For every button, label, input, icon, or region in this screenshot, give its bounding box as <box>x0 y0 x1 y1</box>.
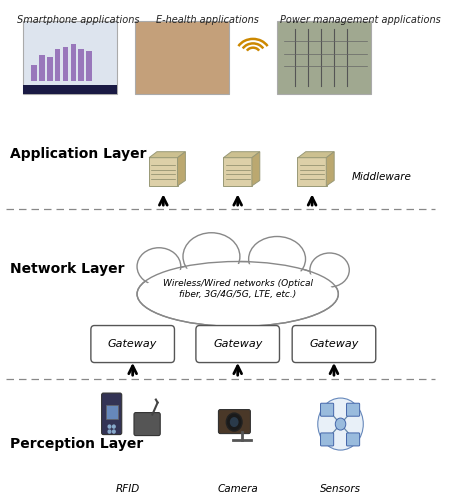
Polygon shape <box>326 152 334 186</box>
Polygon shape <box>298 152 334 158</box>
Circle shape <box>112 430 115 433</box>
Polygon shape <box>223 152 260 158</box>
Text: RFID: RFID <box>116 484 140 494</box>
FancyBboxPatch shape <box>346 403 360 416</box>
FancyBboxPatch shape <box>218 409 250 434</box>
Text: Network Layer: Network Layer <box>10 262 125 276</box>
Text: Wireless/Wired networks (Optical
fiber, 3G/4G/5G, LTE, etc.): Wireless/Wired networks (Optical fiber, … <box>163 279 313 299</box>
Ellipse shape <box>137 248 181 285</box>
Ellipse shape <box>183 233 240 280</box>
Text: Camera: Camera <box>218 484 258 494</box>
Circle shape <box>108 430 111 433</box>
FancyBboxPatch shape <box>134 412 160 436</box>
Polygon shape <box>149 152 186 158</box>
FancyBboxPatch shape <box>292 325 376 363</box>
Ellipse shape <box>310 253 349 287</box>
Text: Smartphone applications: Smartphone applications <box>17 16 139 25</box>
Circle shape <box>335 418 346 430</box>
FancyBboxPatch shape <box>346 433 360 446</box>
FancyBboxPatch shape <box>149 157 178 186</box>
Circle shape <box>230 417 239 427</box>
FancyBboxPatch shape <box>320 433 334 446</box>
Text: Application Layer: Application Layer <box>10 147 147 161</box>
FancyBboxPatch shape <box>196 325 280 363</box>
Circle shape <box>318 398 363 450</box>
FancyBboxPatch shape <box>106 405 118 419</box>
FancyBboxPatch shape <box>55 49 60 81</box>
FancyBboxPatch shape <box>86 51 92 81</box>
FancyBboxPatch shape <box>277 22 371 94</box>
FancyBboxPatch shape <box>63 47 69 81</box>
FancyBboxPatch shape <box>320 403 334 416</box>
Text: Gateway: Gateway <box>108 339 157 349</box>
FancyBboxPatch shape <box>91 325 175 363</box>
FancyBboxPatch shape <box>47 57 53 81</box>
FancyBboxPatch shape <box>79 49 84 81</box>
FancyBboxPatch shape <box>23 85 117 94</box>
FancyBboxPatch shape <box>298 157 327 186</box>
Text: Gateway: Gateway <box>309 339 359 349</box>
Polygon shape <box>252 152 260 186</box>
Polygon shape <box>177 152 186 186</box>
Ellipse shape <box>137 262 338 326</box>
Text: Perception Layer: Perception Layer <box>10 437 143 451</box>
FancyBboxPatch shape <box>39 55 45 81</box>
Circle shape <box>112 425 115 428</box>
FancyBboxPatch shape <box>223 157 252 186</box>
FancyBboxPatch shape <box>135 22 229 94</box>
Ellipse shape <box>141 264 334 324</box>
FancyBboxPatch shape <box>70 44 76 81</box>
Circle shape <box>226 413 242 431</box>
Text: Gateway: Gateway <box>213 339 262 349</box>
FancyBboxPatch shape <box>23 22 117 94</box>
FancyBboxPatch shape <box>101 393 122 435</box>
Circle shape <box>108 425 111 428</box>
Ellipse shape <box>249 236 306 282</box>
Text: Power management applications: Power management applications <box>280 16 441 25</box>
Text: Middleware: Middleware <box>351 173 411 183</box>
Text: E-health applications: E-health applications <box>156 16 259 25</box>
FancyBboxPatch shape <box>31 65 37 81</box>
Text: Sensors: Sensors <box>320 484 361 494</box>
